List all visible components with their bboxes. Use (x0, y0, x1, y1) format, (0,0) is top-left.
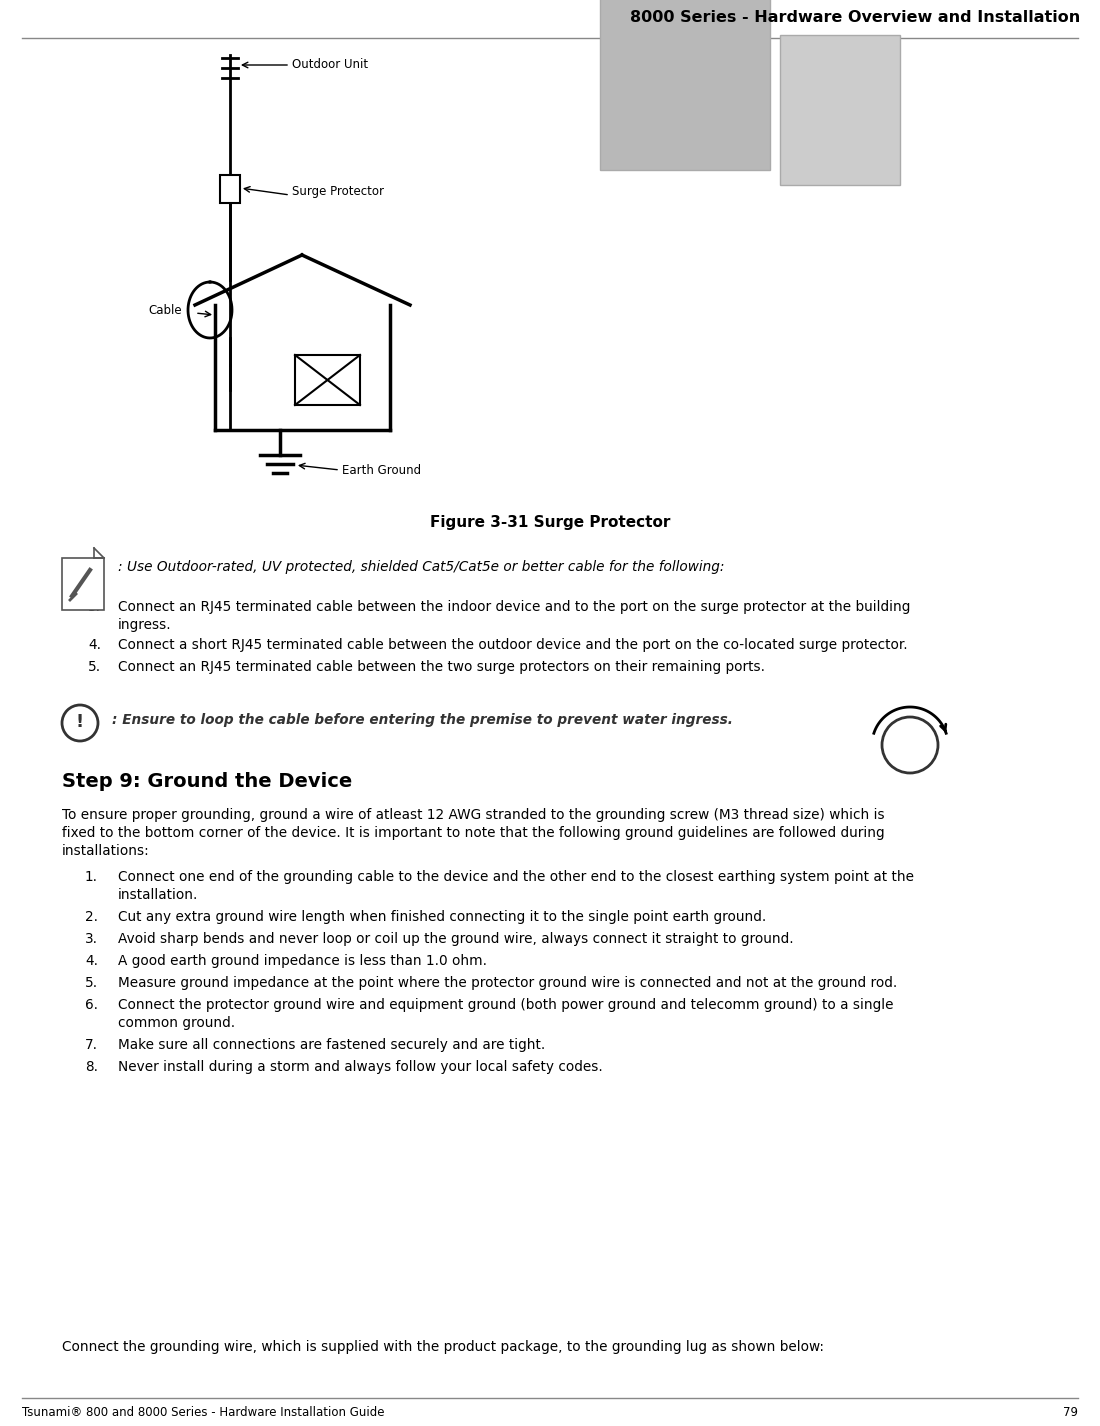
Text: 4.: 4. (85, 954, 98, 968)
Text: Connect one end of the grounding cable to the device and the other end to the cl: Connect one end of the grounding cable t… (118, 870, 914, 884)
Text: installations:: installations: (62, 844, 150, 858)
FancyBboxPatch shape (220, 175, 240, 202)
Circle shape (882, 717, 938, 773)
Text: Tsunami® 800 and 8000 Series - Hardware Installation Guide: Tsunami® 800 and 8000 Series - Hardware … (22, 1406, 385, 1419)
Text: Figure 3-31 Surge Protector: Figure 3-31 Surge Protector (430, 515, 670, 530)
Text: Make sure all connections are fastened securely and are tight.: Make sure all connections are fastened s… (118, 1038, 546, 1052)
FancyBboxPatch shape (295, 355, 360, 405)
Text: Connect an RJ45 terminated cable between the two surge protectors on their remai: Connect an RJ45 terminated cable between… (118, 660, 764, 674)
Text: 7.: 7. (85, 1038, 98, 1052)
Text: Cut any extra ground wire length when finished connecting it to the single point: Cut any extra ground wire length when fi… (118, 910, 767, 924)
Text: 8.: 8. (85, 1060, 98, 1074)
Text: common ground.: common ground. (118, 1015, 235, 1030)
Text: A good earth ground impedance is less than 1.0 ohm.: A good earth ground impedance is less th… (118, 954, 487, 968)
Text: 3.: 3. (88, 600, 101, 615)
FancyBboxPatch shape (780, 36, 900, 185)
Text: Connect a short RJ45 terminated cable between the outdoor device and the port on: Connect a short RJ45 terminated cable be… (118, 637, 908, 652)
Text: 8000 Series - Hardware Overview and Installation: 8000 Series - Hardware Overview and Inst… (629, 10, 1080, 26)
Text: Measure ground impedance at the point where the protector ground wire is connect: Measure ground impedance at the point wh… (118, 975, 898, 990)
Text: : Ensure to loop the cable before entering the premise to prevent water ingress.: : Ensure to loop the cable before enteri… (112, 713, 733, 727)
Text: 3.: 3. (85, 933, 98, 945)
Text: Never install during a storm and always follow your local safety codes.: Never install during a storm and always … (118, 1060, 603, 1074)
Text: !: ! (76, 713, 84, 732)
Text: Connect the protector ground wire and equipment ground (both power ground and te: Connect the protector ground wire and eq… (118, 998, 893, 1012)
FancyBboxPatch shape (62, 558, 104, 610)
Text: Connect the grounding wire, which is supplied with the product package, to the g: Connect the grounding wire, which is sup… (62, 1340, 824, 1355)
Circle shape (62, 704, 98, 742)
Text: : Use Outdoor-rated, UV protected, shielded Cat5/Cat5e or better cable for the f: : Use Outdoor-rated, UV protected, shiel… (118, 560, 725, 575)
Text: Connect an RJ45 terminated cable between the indoor device and to the port on th: Connect an RJ45 terminated cable between… (118, 600, 911, 615)
Text: Step 9: Ground the Device: Step 9: Ground the Device (62, 771, 352, 791)
Text: Surge Protector: Surge Protector (292, 185, 384, 198)
Text: 5.: 5. (85, 975, 98, 990)
Text: 6.: 6. (85, 998, 98, 1012)
Text: Avoid sharp bends and never loop or coil up the ground wire, always connect it s: Avoid sharp bends and never loop or coil… (118, 933, 793, 945)
Text: To ensure proper grounding, ground a wire of atleast 12 AWG stranded to the grou: To ensure proper grounding, ground a wir… (62, 809, 884, 821)
Text: fixed to the bottom corner of the device. It is important to note that the follo: fixed to the bottom corner of the device… (62, 826, 884, 840)
Text: Cable: Cable (148, 304, 182, 317)
Text: 2.: 2. (85, 910, 98, 924)
Text: ingress.: ingress. (118, 617, 172, 632)
Text: installation.: installation. (118, 888, 198, 903)
Text: Earth Ground: Earth Ground (342, 463, 421, 476)
Text: 79: 79 (1063, 1406, 1078, 1419)
Text: 5.: 5. (88, 660, 101, 674)
Text: 4.: 4. (88, 637, 101, 652)
Text: Outdoor Unit: Outdoor Unit (292, 58, 368, 71)
Text: 1.: 1. (85, 870, 98, 884)
FancyBboxPatch shape (600, 0, 770, 170)
